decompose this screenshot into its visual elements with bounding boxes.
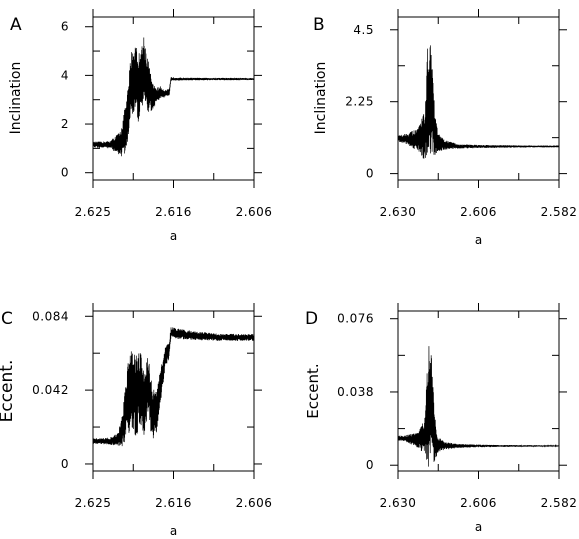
y-tick-label: 0.076: [337, 312, 374, 326]
plot-frame: [92, 16, 255, 181]
y-axis-label: Eccent.: [0, 360, 17, 423]
x-tick-label: 2.606: [236, 496, 273, 510]
x-tick-label: 2.625: [75, 205, 112, 219]
y-tick-label: 0.084: [32, 309, 69, 323]
x-axis-label: a: [170, 524, 177, 538]
y-axis-label: Inclination: [313, 62, 329, 135]
panel-letter: D: [305, 309, 318, 329]
y-tick-label: 0: [61, 166, 69, 180]
series-line: [398, 45, 559, 159]
panel-letter: A: [10, 15, 22, 35]
x-tick-label: 2.606: [460, 205, 497, 219]
x-axis-label: a: [170, 229, 177, 243]
x-tick-label: 2.606: [460, 496, 497, 510]
y-tick-label: 0.042: [32, 383, 69, 397]
x-tick-label: 2.606: [236, 205, 273, 219]
y-tick-label: 0: [366, 167, 374, 181]
x-axis-label: a: [475, 520, 482, 534]
series-line: [93, 37, 254, 157]
x-tick-label: 2.625: [75, 496, 112, 510]
y-tick-label: 2: [61, 117, 69, 131]
y-tick-label: 6: [61, 20, 69, 34]
series-line: [93, 327, 254, 447]
panel-d: D Eccent. a 2.630 2.606 2.582 0 0.038 0.076: [304, 303, 577, 534]
y-tick-label: 4.5: [353, 23, 374, 37]
panel-b: B Inclination a 2.630 2.606 2.582 0 2.25 4.5: [313, 9, 577, 247]
x-tick-label: 2.582: [541, 205, 578, 219]
y-tick-label: 4: [61, 68, 69, 82]
panel-letter: C: [1, 309, 13, 329]
x-tick-label: 2.616: [155, 496, 192, 510]
panel-c: C Eccent. a 2.625 2.616 2.606 0 0.042 0.084: [0, 303, 272, 538]
x-tick-label: 2.616: [155, 205, 192, 219]
y-tick-label: 0: [61, 457, 69, 471]
y-axis-label: Eccent.: [304, 363, 322, 418]
y-tick-label: 2.25: [345, 95, 374, 109]
x-axis-label: a: [475, 233, 482, 247]
y-tick-label: 0.038: [337, 385, 374, 399]
y-axis-label: Inclination: [8, 62, 24, 135]
x-tick-label: 2.630: [380, 496, 417, 510]
panel-letter: B: [313, 15, 325, 35]
panel-a: A Inclination a 2.625 2.616 2.606 0 2 4 6: [8, 9, 272, 243]
series-line: [398, 346, 559, 467]
x-tick-label: 2.582: [541, 496, 578, 510]
x-tick-label: 2.630: [380, 205, 417, 219]
y-tick-label: 0: [366, 458, 374, 472]
plot-frame: [397, 16, 560, 181]
